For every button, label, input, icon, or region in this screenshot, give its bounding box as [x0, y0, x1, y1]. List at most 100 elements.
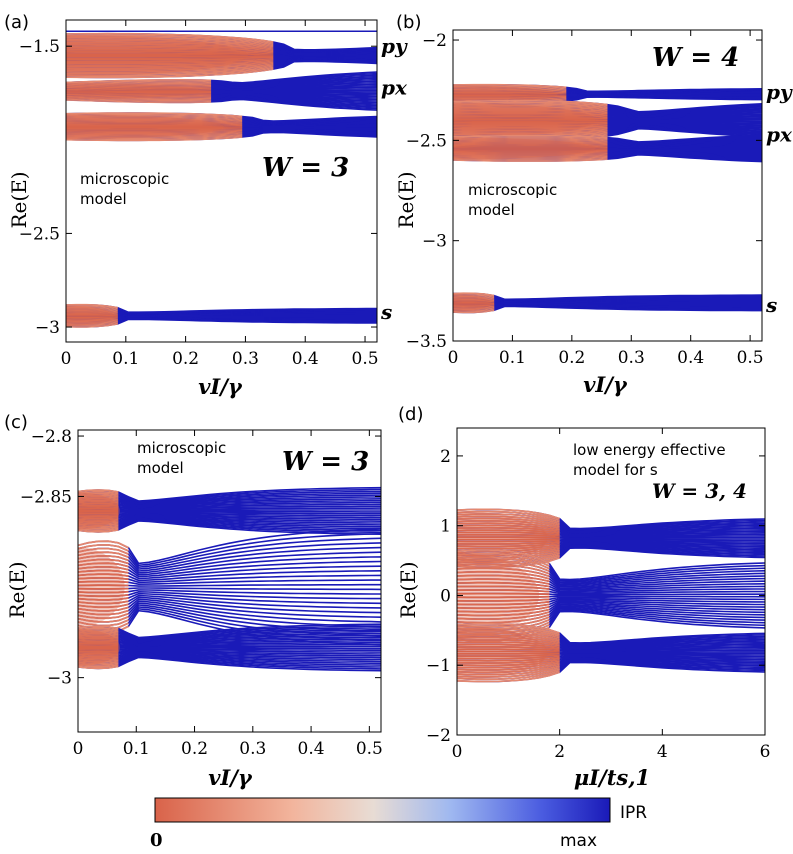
band-line-localized: [66, 58, 274, 63]
band-line-localized: [457, 669, 560, 681]
x-tick-label: 0.2: [181, 739, 208, 759]
band-line-localized: [453, 83, 567, 89]
band-line: [78, 652, 381, 663]
band-line: [78, 520, 381, 535]
band-line-localized: [453, 138, 608, 142]
band-fill: [66, 34, 248, 77]
band-line-localized: [453, 99, 608, 106]
band-fill: [66, 114, 224, 140]
band-line: [78, 490, 381, 504]
band-line-localized: [66, 32, 274, 43]
band-line: [78, 625, 381, 640]
band-line: [78, 512, 381, 519]
band-line-localized: [457, 625, 560, 636]
band-line-localized: [78, 659, 119, 663]
x-tick-label: 0.3: [232, 349, 259, 369]
band-line: [78, 501, 381, 509]
band-line-localized: [66, 113, 243, 119]
annotation-a-line1: microscopic: [80, 170, 169, 188]
band-line-localized: [453, 150, 608, 153]
band-line-localized: [457, 665, 560, 674]
band-line-localized: [457, 517, 560, 526]
plot-area-d: [457, 508, 765, 683]
y-tick-label: 2: [440, 447, 451, 467]
band-line-localized: [457, 581, 550, 588]
band-line-localized: [457, 563, 550, 575]
y-tick-label: −3.5: [406, 332, 447, 352]
band-line-localized: [78, 554, 129, 562]
band-fill: [453, 102, 596, 138]
band-line-localized: [78, 497, 119, 501]
band-line-localized: [457, 603, 550, 610]
band-line-localized: [457, 549, 550, 565]
band-line-localized: [78, 551, 129, 559]
band-line-localized: [457, 567, 550, 578]
band-line-localized: [78, 490, 119, 495]
y-tick-label: −1.5: [19, 37, 60, 57]
ticks-d: 0 2 4 6 2 1 0 −1 −2: [426, 428, 770, 762]
band-line-localized: [453, 126, 608, 130]
band-line-localized: [78, 619, 129, 627]
band-line-localized: [457, 574, 550, 583]
band-line-localized: [457, 578, 550, 585]
band-line-localized: [66, 114, 243, 119]
y-tick-label: −3: [35, 318, 60, 338]
band-line-localized: [457, 526, 560, 533]
x-tick-label: 0.4: [298, 739, 325, 759]
band-line-localized: [78, 600, 129, 605]
band-line-localized: [66, 63, 274, 72]
band-line-localized: [78, 500, 119, 504]
axes-frame-a: [65, 19, 378, 343]
band-line-localized: [453, 157, 608, 161]
band-line-localized: [78, 504, 119, 507]
x-tick-label: 2: [554, 742, 565, 762]
band-fill: [78, 628, 120, 667]
band-line-localized: [66, 136, 243, 142]
band-line-localized: [457, 589, 550, 593]
x-axis-label-b: vI/γ: [583, 372, 628, 397]
band-line-localized: [453, 117, 608, 120]
band-line-localized: [457, 627, 560, 638]
y-axis-label-b: Re(E): [394, 171, 418, 228]
band-fill: [66, 82, 200, 100]
band-line-localized: [78, 558, 129, 565]
band-line: [78, 507, 381, 511]
band-line: [78, 515, 381, 524]
band-line-localized: [66, 112, 243, 118]
y-tick-label: −2.5: [406, 131, 447, 151]
band-line-localized: [457, 598, 550, 602]
band-line: [78, 655, 381, 670]
band-line: [78, 647, 381, 652]
band-line-localized: [78, 594, 129, 598]
annotation-d-line1: low energy effective: [573, 441, 726, 459]
band-line: [78, 630, 381, 642]
band-line-localized: [78, 635, 119, 639]
band-fill: [66, 305, 114, 327]
y-tick-label: −2.5: [19, 224, 60, 244]
panel-label-a: (a): [4, 12, 29, 33]
axes-frame-b: [452, 29, 763, 342]
band-line-localized: [66, 56, 274, 60]
band-line-localized: [457, 529, 560, 534]
band-line: [78, 499, 381, 508]
annotation-d-line2: model for s: [573, 461, 658, 479]
band-line-localized: [453, 143, 608, 147]
annotation-c-line1: microscopic: [137, 439, 226, 457]
band-line-localized: [66, 66, 274, 75]
band-line: [78, 513, 381, 521]
band-line: [78, 648, 381, 653]
panel-label-b: (b): [396, 12, 421, 33]
band-line-localized: [78, 562, 129, 568]
band-line-localized: [78, 577, 129, 581]
band-line-localized: [78, 502, 119, 505]
band-line-localized: [78, 627, 119, 631]
band-line-localized: [78, 632, 119, 636]
band-line-localized: [78, 489, 119, 493]
big-label-c: W = 3: [282, 447, 369, 477]
band-line-localized: [457, 634, 560, 642]
band-line: [78, 653, 381, 665]
band-line-localized: [78, 527, 119, 532]
band-line-localized: [78, 612, 129, 620]
band-fill: [457, 553, 540, 638]
band-line: [78, 623, 381, 639]
